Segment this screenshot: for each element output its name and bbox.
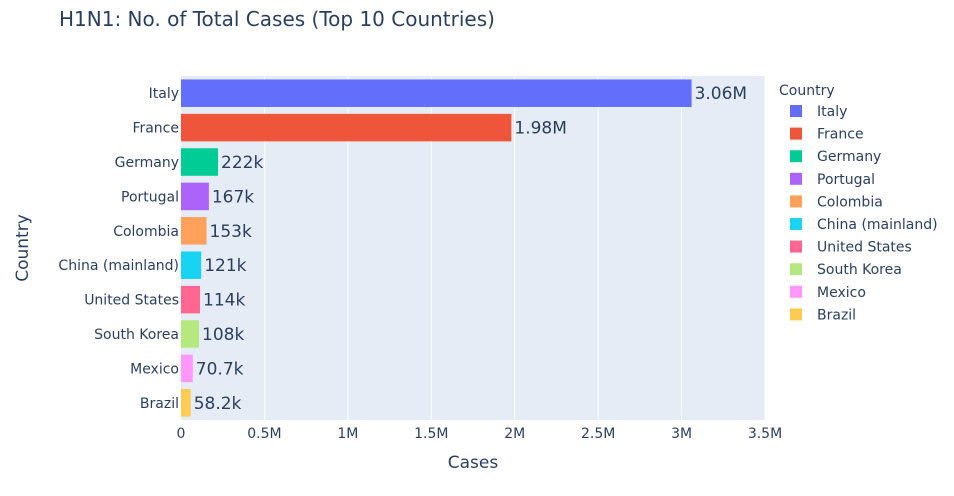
y-tick-label: France [132, 121, 179, 137]
legend-entry: Brazil [817, 307, 856, 323]
legend-swatch [790, 218, 802, 230]
bar-brazil [181, 389, 191, 417]
legend-swatch [790, 263, 802, 276]
legend-entry: China (mainland) [817, 217, 938, 233]
legend-entry: Italy [817, 104, 847, 120]
y-tick-label: Germany [115, 155, 179, 171]
y-tick-label: South Korea [94, 327, 179, 343]
legend-swatch [790, 105, 802, 117]
legend-swatch [790, 150, 802, 163]
legend-entry: Mexico [817, 285, 866, 301]
x-tick-label: 0.5M [247, 426, 281, 442]
y-tick-label: Colombia [113, 224, 179, 240]
data-label: 58.2k [194, 394, 242, 414]
legend-entry: United States [817, 240, 912, 256]
bar-china-mainland [181, 251, 202, 279]
chart-title: H1N1: No. of Total Cases (Top 10 Countri… [59, 7, 495, 31]
legend-swatch [790, 172, 802, 185]
legend-swatch [790, 308, 802, 321]
legend-entry: Germany [817, 149, 881, 165]
legend-entry: Colombia [817, 194, 883, 210]
legend-swatch [790, 240, 802, 253]
data-label: 1.98M [514, 119, 567, 139]
y-tick-label: Mexico [130, 361, 179, 377]
data-label: 114k [203, 291, 245, 311]
x-tick-label: 1M [337, 426, 358, 442]
legend-swatch [790, 195, 802, 208]
bars [181, 79, 692, 417]
bar-united-states [181, 285, 201, 314]
bar-south-korea [181, 320, 200, 348]
y-tick-label: United States [84, 293, 179, 309]
data-labels: 3.06M 1.98M 222k 167k 153k 121k 114k 108k 70.7k 5… [194, 84, 747, 414]
x-tick-labels: 0 0.5M 1M 1.5M 2M 2.5M 3M 3.5M [177, 426, 783, 442]
bar-germany [181, 148, 219, 176]
x-tick-label: 3.5M [748, 426, 782, 442]
y-tick-label: Portugal [121, 189, 179, 205]
x-axis-title: Cases [448, 453, 499, 473]
x-tick-label: 2M [504, 426, 525, 442]
data-label: 121k [204, 256, 246, 276]
legend-entry: South Korea [817, 262, 902, 278]
bar-portugal [181, 182, 209, 211]
legend-entry: Portugal [817, 172, 875, 188]
bar-colombia [181, 217, 207, 245]
bar-italy [181, 79, 692, 107]
data-label: 108k [202, 325, 244, 345]
x-tick-label: 3M [671, 426, 692, 442]
legend-title: Country [779, 83, 835, 99]
legend-swatch [790, 285, 802, 298]
y-tick-labels: Italy France Germany Portugal Colombia China … [58, 86, 179, 412]
bar-france [181, 113, 512, 142]
legend: Country Italy France Germany Portugal Colomb… [779, 83, 938, 323]
data-label: 222k [221, 153, 263, 173]
y-tick-label: Italy [149, 86, 179, 102]
x-tick-label: 0 [177, 426, 186, 442]
data-label: 3.06M [695, 84, 748, 104]
y-axis-title: Country [13, 214, 33, 282]
bar-mexico [181, 354, 193, 383]
legend-swatch [790, 127, 802, 140]
data-label: 70.7k [196, 359, 244, 379]
x-tick-label: 2.5M [581, 426, 615, 442]
y-tick-label: Brazil [140, 396, 179, 412]
data-label: 167k [212, 187, 254, 207]
x-tick-label: 1.5M [414, 426, 448, 442]
legend-entry: France [817, 127, 864, 143]
y-tick-label: China (mainland) [58, 258, 179, 274]
data-label: 153k [210, 222, 252, 242]
